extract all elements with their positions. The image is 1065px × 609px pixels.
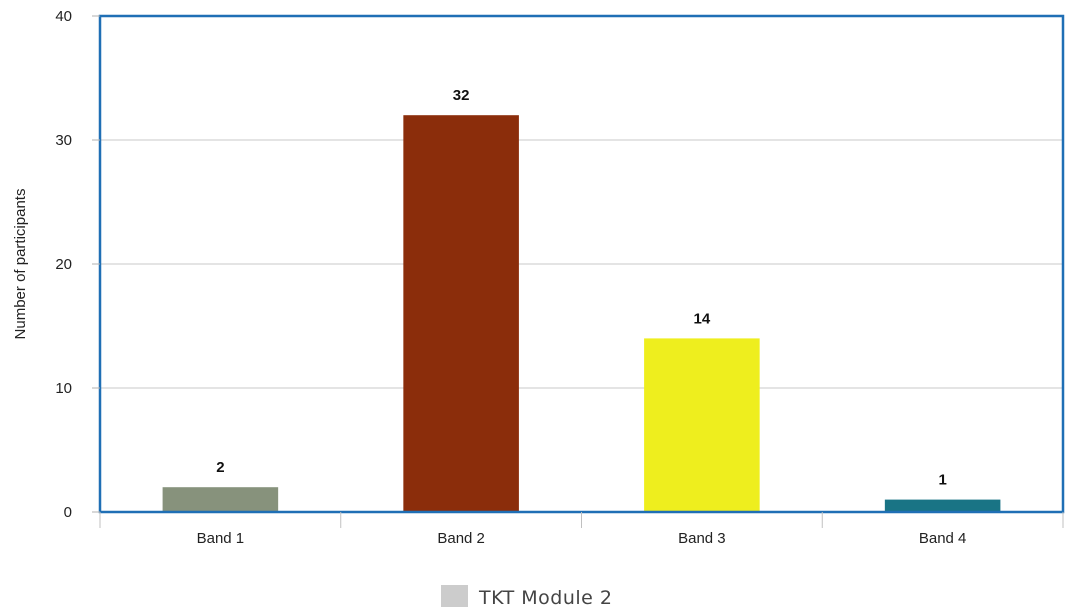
- x-tick-label-band-3: Band 3: [678, 530, 726, 547]
- bar-band-2[interactable]: [403, 115, 519, 512]
- data-label-band-1: 2: [216, 459, 224, 476]
- data-label-band-3: 14: [694, 310, 711, 327]
- x-tick-label-band-2: Band 2: [437, 530, 485, 547]
- legend-label[interactable]: TKT Module 2: [478, 587, 612, 609]
- bar-band-1[interactable]: [162, 487, 279, 512]
- legend[interactable]: TKT Module 2: [441, 585, 612, 609]
- bars: [162, 115, 1001, 512]
- y-axis-title: Number of participants: [12, 189, 29, 340]
- data-label-band-4: 1: [938, 472, 946, 489]
- y-tick-label-10: 10: [55, 380, 72, 397]
- data-label-band-2: 32: [453, 87, 470, 104]
- data-labels: 2 32 14 1: [216, 87, 947, 488]
- y-axis-ticks: 0 10 20 30 40: [55, 8, 100, 521]
- legend-swatch[interactable]: [441, 585, 468, 607]
- y-tick-label-30: 30: [55, 132, 72, 149]
- bar-band-4[interactable]: [884, 499, 1001, 512]
- y-tick-label-0: 0: [64, 504, 72, 521]
- x-tick-label-band-4: Band 4: [919, 530, 967, 547]
- bar-band-3[interactable]: [644, 338, 760, 512]
- y-tick-label-20: 20: [55, 256, 72, 273]
- x-axis-ticks: Band 1 Band 2 Band 3 Band 4: [99, 512, 1064, 547]
- x-tick-label-band-1: Band 1: [197, 530, 245, 547]
- gridlines: [100, 139, 1063, 389]
- y-tick-label-40: 40: [55, 8, 72, 25]
